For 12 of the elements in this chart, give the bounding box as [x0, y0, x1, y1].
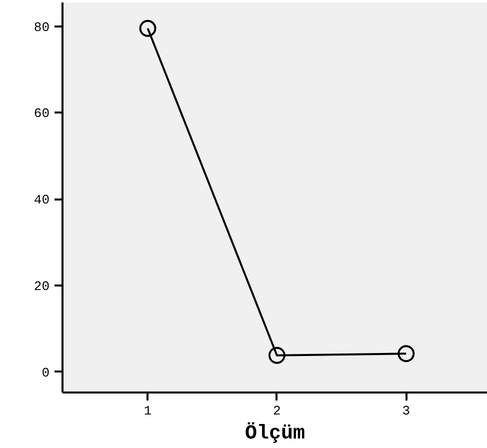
y-tick-label: 0 — [42, 365, 50, 380]
point — [268, 346, 286, 364]
point — [139, 20, 156, 37]
x-tick-label: 2 — [273, 404, 281, 418]
y-tick-label: 40 — [34, 192, 50, 208]
x-tick-label: 1 — [144, 404, 152, 418]
point — [398, 345, 415, 362]
x-axis-title: Ölçüm — [244, 422, 306, 446]
y-tick-label: 60 — [34, 106, 50, 122]
x-tick-label: 3 — [402, 404, 410, 418]
y-tick-label: 20 — [34, 278, 50, 294]
y-tick-label: 80 — [34, 20, 50, 35]
